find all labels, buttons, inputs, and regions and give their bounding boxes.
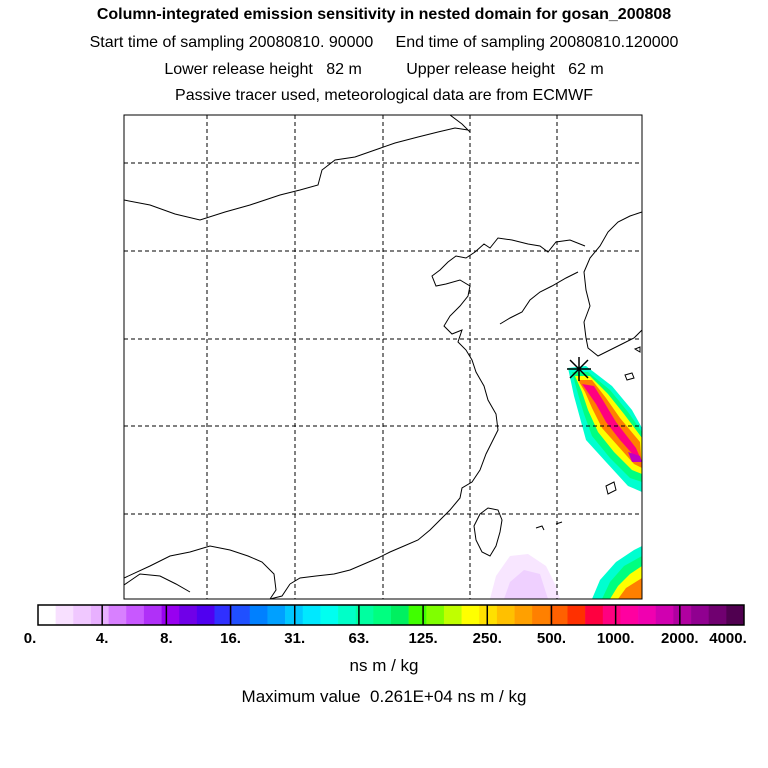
coastlines (124, 115, 642, 599)
colorbar-cell (461, 605, 480, 625)
colorbar-cell (126, 605, 145, 625)
colorbar-tick-label: 4. (95, 630, 109, 647)
colorbar-cell (161, 605, 180, 625)
colorbar-tick-label: 31. (284, 630, 306, 647)
tracer-info-line: Passive tracer used, meteorological data… (175, 87, 593, 104)
colorbar-tick-label: 0. (23, 630, 37, 647)
colorbar-cell (620, 605, 639, 625)
colorbar-tick-label: 63. (348, 630, 370, 647)
colorbar-cell (55, 605, 74, 625)
colorbar-cell (638, 605, 657, 625)
colorbar-tick-label: 8. (160, 630, 173, 647)
colorbar-cell (708, 605, 727, 625)
colorbar-cell (179, 605, 198, 625)
colorbar-units: ns m / kg (349, 656, 419, 675)
colorbar-cell (443, 605, 462, 625)
colorbar-tick-label: 500. (536, 630, 567, 647)
colorbar-cell (391, 605, 409, 625)
colorbar-cell (108, 605, 127, 625)
colorbar-cell (602, 605, 621, 625)
colorbar-cell (426, 605, 445, 625)
colorbar-tick-label: 16. (220, 630, 241, 647)
colorbar-cell (73, 605, 92, 625)
colorbar-cell (514, 605, 533, 625)
sensitivity-plume-main (568, 366, 642, 492)
colorbar-tick-label: 1000. (596, 630, 635, 647)
colorbar-cell (549, 605, 568, 625)
sensitivity-plume-south (490, 546, 642, 599)
colorbar-cell (585, 605, 604, 625)
colorbar-cell (249, 605, 268, 625)
colorbar-cell (408, 605, 427, 625)
colorbar-tick-label: 2000. (661, 630, 699, 647)
colorbar-cell (302, 605, 321, 625)
colorbar-cell (196, 605, 215, 625)
colorbar-cell (90, 605, 109, 625)
map-frame (123, 114, 643, 600)
colorbar (37, 604, 745, 626)
sampling-time-line: Start time of sampling 20080810. 90000 E… (89, 34, 679, 51)
colorbar-cell (655, 605, 674, 625)
colorbar-tick-label: 125. (408, 630, 438, 647)
colorbar-cell (726, 605, 745, 625)
colorbar-frame (37, 604, 745, 626)
colorbar-cell (355, 605, 374, 625)
colorbar-cell (214, 605, 233, 625)
colorbar-cell (267, 605, 286, 625)
colorbar-cell (320, 605, 339, 625)
colorbar-tick-label: 4000. (709, 630, 747, 647)
colorbar-cell (673, 605, 692, 625)
colorbar-cell (691, 605, 709, 625)
lat-lon-gridlines (124, 115, 642, 599)
colorbar-cell (532, 605, 551, 625)
map-panel (123, 114, 643, 600)
colorbar-cell (373, 605, 392, 625)
star-cross-icon (567, 357, 591, 381)
colorbar-tick-label: 250. (472, 630, 502, 647)
colorbar-cell (232, 605, 251, 625)
colorbar-cell (338, 605, 356, 625)
colorbar-cell (143, 605, 162, 625)
colorbar-cell (496, 605, 515, 625)
release-height-line: Lower release height 82 m Upper release … (164, 61, 604, 78)
plot-title: Column-integrated emission sensitivity i… (96, 6, 672, 23)
colorbar-cell (567, 605, 586, 625)
maximum-value-text: Maximum value 0.261E+04 ns m / kg (241, 687, 527, 706)
colorbar-cell (479, 605, 498, 625)
colorbar-cell (38, 605, 56, 625)
